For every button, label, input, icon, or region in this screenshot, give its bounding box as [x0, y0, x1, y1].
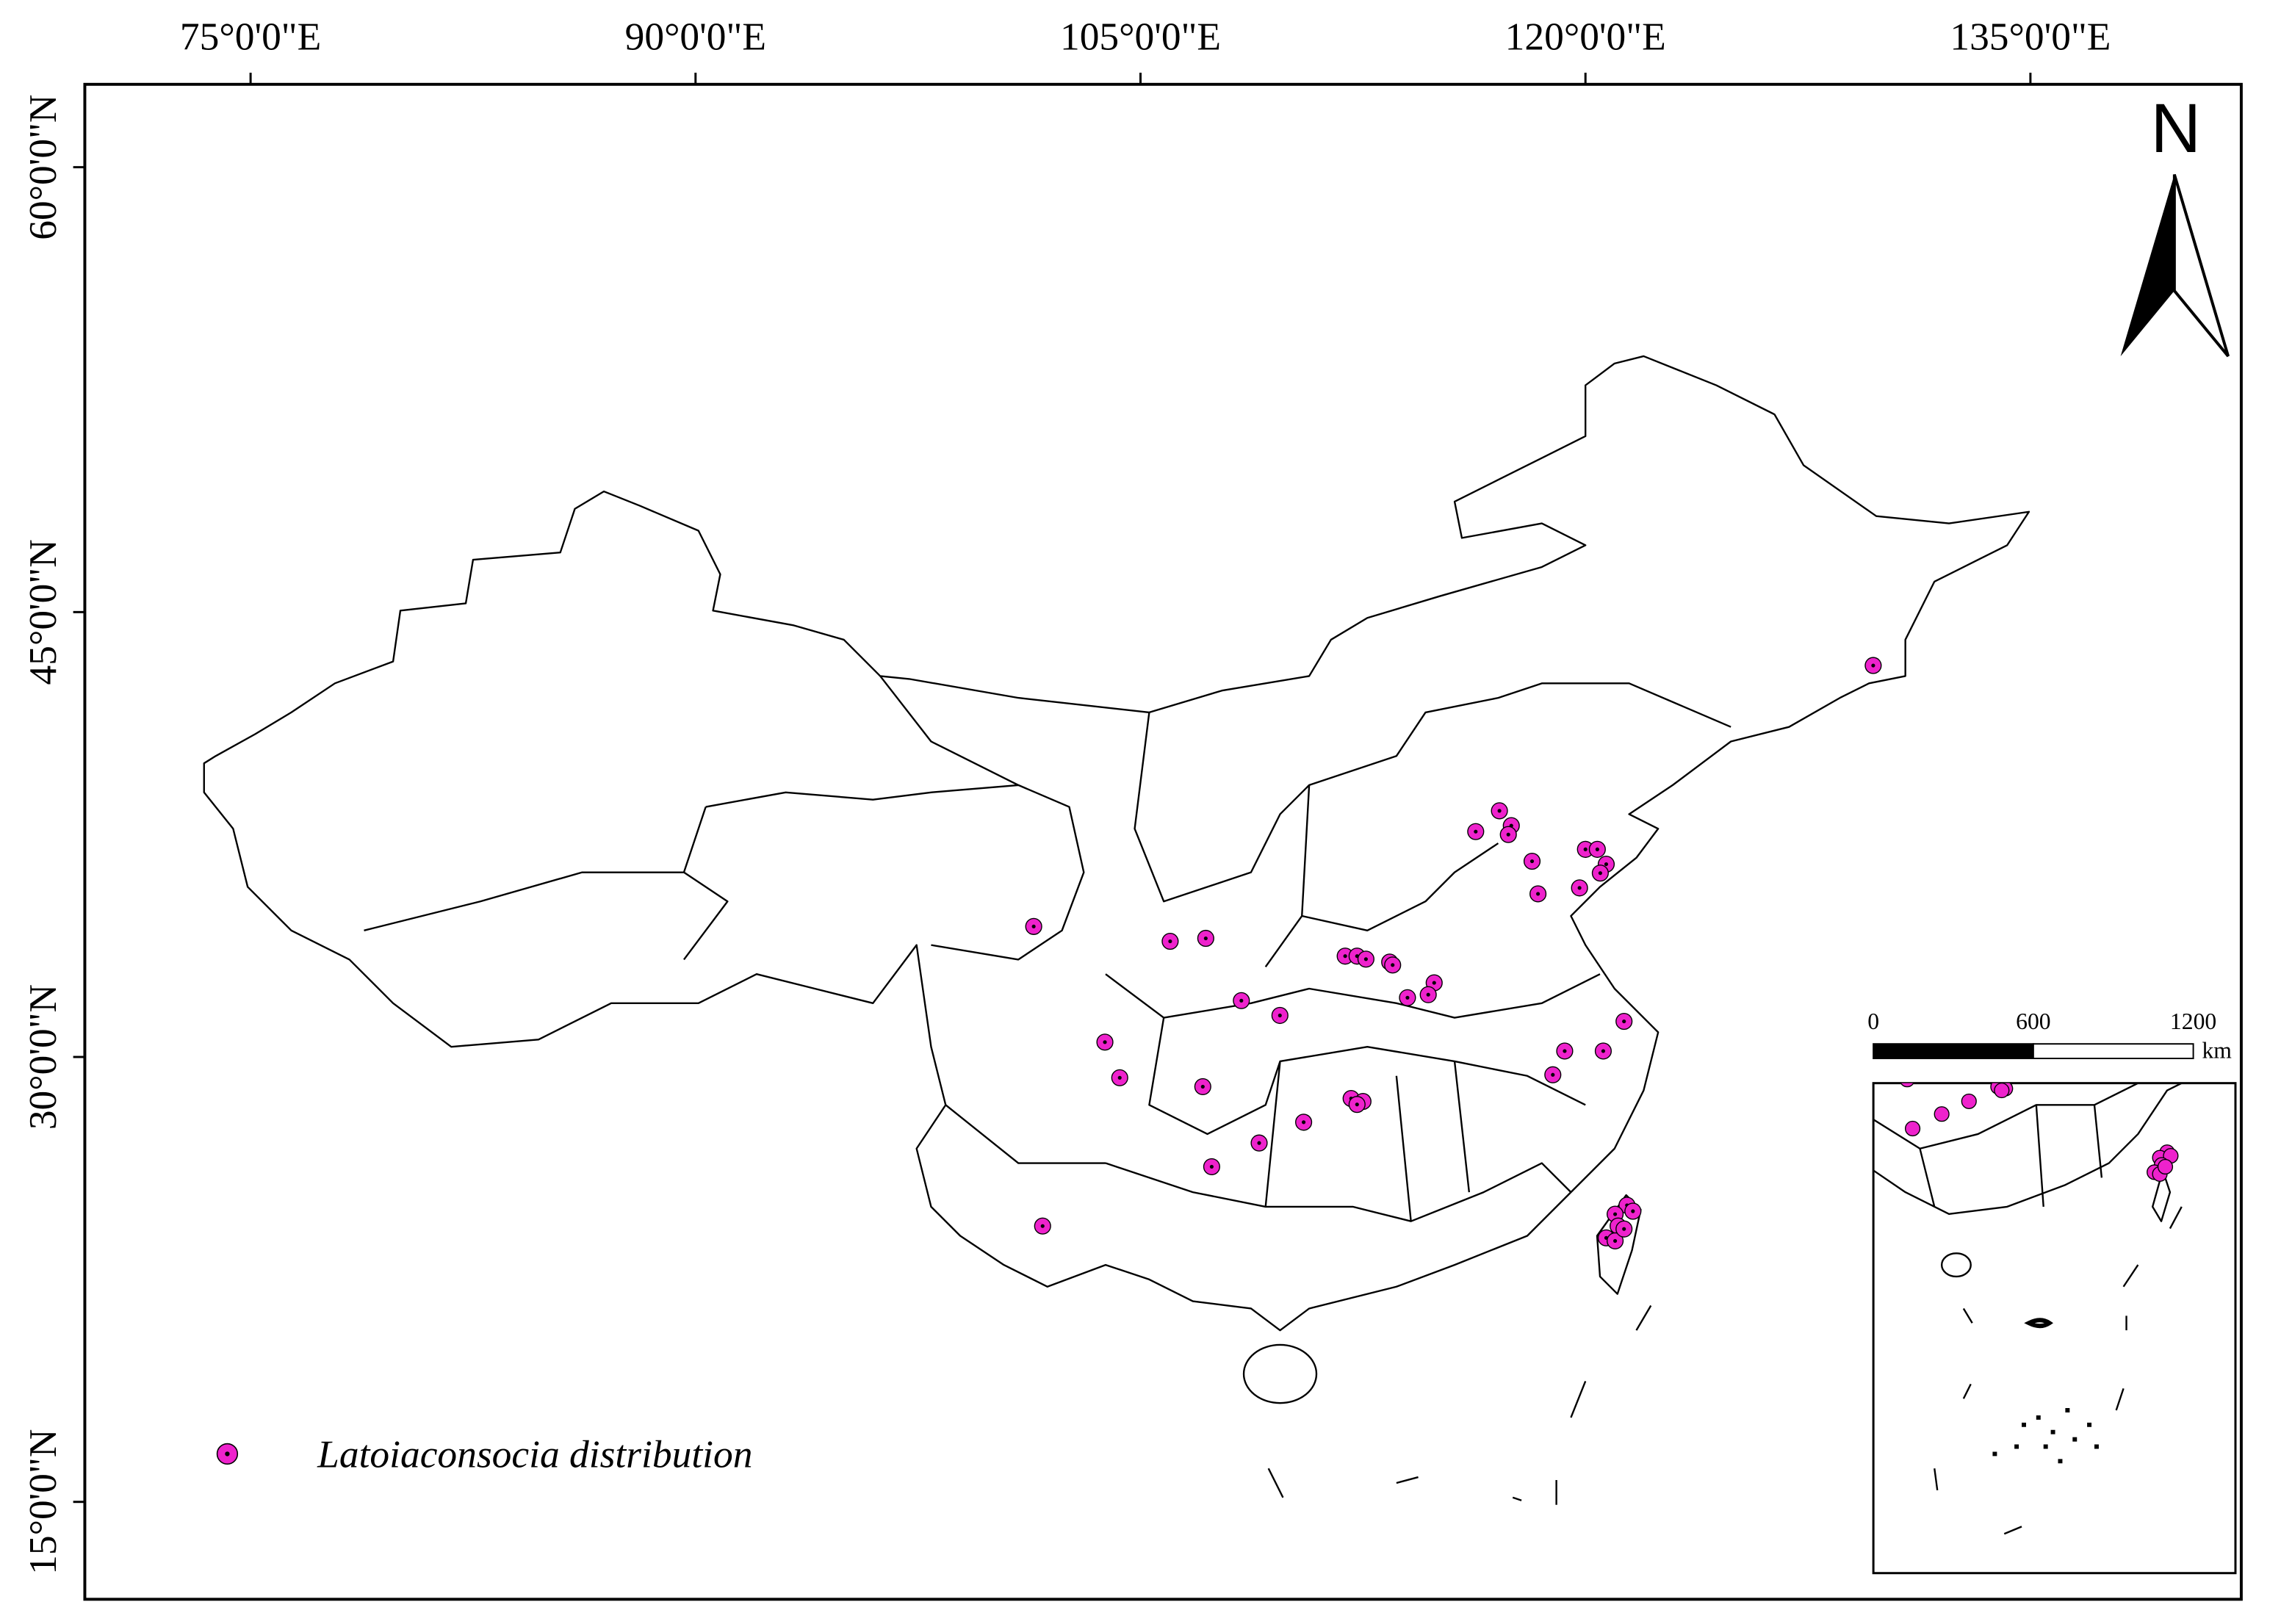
legend-marker-dot [225, 1451, 230, 1457]
lon-tick-label: 135°0'0"E [1950, 15, 2111, 59]
inset-point [2087, 918, 2102, 933]
point-center [1563, 1049, 1567, 1053]
point-center [1551, 1072, 1555, 1077]
point-center [1168, 939, 1172, 944]
inset-point [1880, 984, 1895, 998]
inset-point [2141, 927, 2156, 942]
point-center [1278, 1013, 1282, 1018]
inset-point [2130, 950, 2145, 965]
inset-point [1902, 981, 1917, 996]
north-label: N [2151, 90, 2202, 167]
north-arrow-right [2172, 173, 2230, 358]
point-center [1257, 1141, 1261, 1145]
inset-point [1900, 1083, 1914, 1088]
point-center [1343, 954, 1347, 959]
point-center [1631, 1209, 1635, 1213]
lon-tick-label: 90°0'0"E [625, 15, 766, 59]
hainan-island [1242, 1343, 1318, 1404]
point-center [1203, 936, 1208, 941]
inset-point [1987, 992, 2002, 1007]
inset-points [1796, 903, 2179, 1182]
scale-segment [1873, 1043, 2034, 1059]
point-center [1426, 992, 1430, 997]
point-center [1577, 886, 1582, 890]
province-boundaries [364, 675, 1732, 1222]
north-arrow-left [2120, 174, 2174, 356]
point-center [1601, 1049, 1606, 1053]
inset-point [2102, 934, 2116, 949]
point-center [1363, 957, 1368, 961]
point-center [1040, 1224, 1045, 1228]
inset-point [2105, 954, 2120, 969]
point-center [1604, 862, 1609, 867]
scale-tick-label: 1200 [2170, 1008, 2216, 1034]
scale-tick-label: 0 [1867, 1008, 1879, 1034]
scale-segment [2032, 1043, 2194, 1059]
inset-point [1840, 1045, 1855, 1060]
point-center [1209, 1164, 1214, 1169]
point-center [1583, 847, 1588, 851]
inset-point [1994, 1083, 2010, 1099]
point-center [1536, 892, 1541, 896]
point-center [1497, 809, 1502, 813]
points [1025, 657, 1882, 1249]
point-center [1506, 832, 1510, 837]
point-center [1355, 1102, 1359, 1107]
point-center [1595, 847, 1599, 851]
inset-point [1961, 1093, 1977, 1109]
lon-tick-label: 75°0'0"E [180, 15, 321, 59]
scale-tick-label: 600 [2016, 1008, 2050, 1034]
inset-point [2082, 903, 2097, 918]
point-center [1529, 859, 1535, 864]
inset-point [2144, 942, 2158, 956]
inset-point [1934, 1106, 1950, 1122]
map-frame [83, 82, 2243, 1601]
point-center [1613, 1212, 1618, 1216]
scale-unit: km [2202, 1037, 2232, 1063]
inset-point [1904, 1120, 1921, 1137]
inset-point [1796, 974, 1811, 989]
point-center [1391, 963, 1395, 967]
point-center [1622, 1227, 1626, 1231]
lat-tick-label: 45°0'0"N [21, 539, 65, 685]
point-center [1432, 981, 1436, 985]
inset-point [1802, 1158, 1817, 1172]
point-center [1613, 1238, 1618, 1243]
inset-point [2089, 912, 2104, 927]
point-center [1474, 829, 1478, 834]
inset-point [2114, 1065, 2129, 1080]
point-center [1871, 663, 1875, 668]
inset-frame [1872, 1082, 2237, 1575]
legend-label: Latoiaconsocia distribution [317, 1432, 752, 1476]
point-center [1031, 924, 1036, 928]
inset-point [2134, 927, 2149, 942]
scale-bar: 0 600 1200 km [1867, 1008, 2232, 1064]
inset-point [2067, 916, 2082, 931]
south-islands [1267, 1304, 1652, 1505]
lon-tick-label: 105°0'0"E [1060, 15, 1221, 59]
inset-point [2000, 994, 2014, 1008]
inset-point [1849, 1067, 1864, 1081]
point-center [1103, 1040, 1107, 1044]
inset-point [2157, 1158, 2174, 1175]
inset-map [1796, 903, 2183, 1535]
inset-point [1923, 1019, 1938, 1034]
lon-tick-label: 120°0'0"E [1505, 15, 1666, 59]
point-center [1117, 1075, 1122, 1080]
inset-point [1994, 992, 2009, 1007]
point-center [1302, 1120, 1306, 1125]
point-center [1239, 998, 1244, 1003]
point-center [1598, 871, 1602, 876]
lat-tick-label: 60°0'0"N [21, 94, 65, 239]
point-center [1405, 995, 1410, 1000]
lat-tick-label: 15°0'0"N [21, 1429, 65, 1575]
inset-point [1947, 1028, 1962, 1043]
lat-tick-label: 30°0'0"N [21, 984, 65, 1130]
inset-point [2147, 936, 2162, 950]
point-center [1622, 1019, 1626, 1024]
country-outline [203, 355, 2030, 1332]
point-center [1200, 1084, 1205, 1089]
